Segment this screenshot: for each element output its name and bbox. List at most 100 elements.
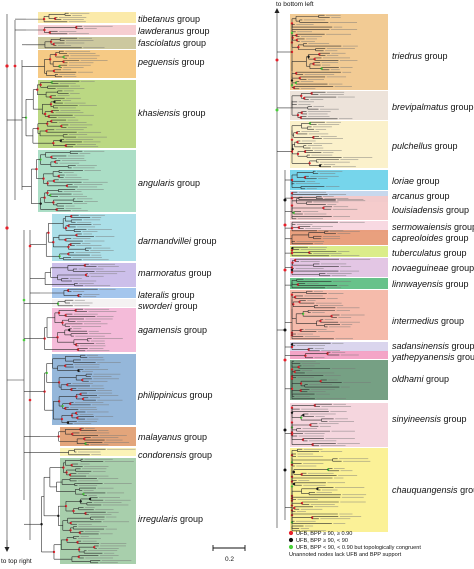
group-name: sinyineensis: [392, 414, 442, 424]
to-top-right-label: to top right: [1, 558, 32, 565]
left-group-label-agamensis: agamensis group: [138, 325, 207, 335]
left-support-node: [69, 521, 72, 525]
right-support-node: [283, 268, 287, 272]
right-support-node: [290, 421, 294, 424]
group-name: condorensis: [138, 450, 187, 460]
left-group-label-khasiensis: khasiensis group: [138, 108, 206, 118]
right-support-node: [283, 428, 287, 432]
group-name: pulchellus: [391, 141, 433, 151]
left-support-node: [28, 398, 32, 402]
right-group-label-linnwayensis: linnwayensis group: [392, 279, 469, 289]
group-name: triedrus: [392, 51, 423, 61]
group-name: irregularis: [138, 514, 178, 524]
legend-text-0: UFB, BPP ≥ 90, ≥ 0.90: [296, 531, 352, 537]
group-suffix: group: [449, 263, 474, 273]
left-support-node: [22, 298, 26, 302]
legend-text-2: UFB, BPP < 90, < 0.90 but topologically …: [296, 545, 421, 551]
group-suffix: group: [443, 233, 469, 243]
group-suffix: group: [180, 108, 206, 118]
group-name: tibetanus: [138, 14, 175, 24]
right-group-label-arcanus: arcanus group: [392, 191, 450, 201]
left-group-label-irregularis: irregularis group: [138, 514, 203, 524]
right-group-label-pulchellus: pulchellus group: [391, 141, 458, 151]
left-group-label-lateralis: lateralis group: [138, 290, 195, 300]
left-group-label-malayanus: malayanus group: [138, 432, 207, 442]
up-arrow-icon: [274, 8, 280, 13]
group-suffix: group: [432, 141, 458, 151]
group-name: brevipalmatus: [392, 102, 449, 112]
left-support-node: [66, 421, 70, 424]
right-support-node: [283, 468, 287, 472]
right-group-box-brevipalmatus: [290, 91, 388, 120]
right-group-box-capreoloides: [290, 230, 388, 245]
scale-bar-label: 0.2: [225, 556, 234, 563]
group-suffix: group: [448, 102, 474, 112]
group-suffix: group: [444, 205, 470, 215]
left-support-node: [79, 428, 82, 431]
group-suffix: group: [424, 374, 450, 384]
left-support-node: [64, 407, 67, 410]
group-name: angularis: [138, 178, 175, 188]
left-support-node: [64, 238, 67, 242]
right-group-box-chauquangensis: [290, 448, 388, 532]
right-group-box-novaeguineae: [290, 258, 388, 277]
right-support-node: [275, 58, 279, 62]
group-suffix: group: [184, 26, 210, 36]
group-suffix: group: [179, 57, 205, 67]
group-box-layer: [38, 12, 388, 564]
right-group-box-linnwayensis: [290, 278, 388, 289]
right-support-node: [290, 485, 294, 488]
left-group-box-fasciolatus: [38, 37, 136, 49]
down-arrow-icon: [4, 547, 10, 552]
right-group-label-triedrus: triedrus group: [392, 51, 448, 61]
group-name: marmoratus: [138, 268, 187, 278]
right-group-label-tuberculatus: tuberculatus group: [392, 248, 467, 258]
left-group-label-lawderanus: lawderanus group: [138, 26, 210, 36]
legend-dot-2: [288, 544, 294, 550]
right-group-box-sadansinensis: [290, 342, 388, 352]
right-group-box-pulchellus: [290, 121, 388, 168]
left-support-node: [74, 26, 78, 29]
right-group-label-novaeguineae: novaeguineae group: [392, 263, 474, 273]
group-suffix: group: [175, 178, 201, 188]
left-support-node: [69, 529, 72, 532]
right-group-box-triedrus: [290, 14, 388, 90]
right-group-label-sadansinensis: sadansinensis group: [392, 341, 474, 351]
left-group-box-sworderi: [52, 299, 136, 307]
group-name: novaeguineae: [392, 263, 449, 273]
group-suffix: group: [452, 222, 474, 232]
group-suffix: group: [191, 236, 217, 246]
group-name: lateralis: [138, 290, 170, 300]
to-bottom-left-label: to bottom left: [276, 1, 314, 8]
left-group-box-lateralis: [52, 288, 136, 298]
group-name: linnwayensis: [392, 279, 444, 289]
group-suffix: group: [422, 51, 448, 61]
left-support-node: [84, 442, 87, 445]
group-suffix: group: [441, 414, 467, 424]
group-name: lawderanus: [138, 26, 185, 36]
group-suffix: group: [443, 279, 469, 289]
group-name: sadansinensis: [392, 341, 450, 351]
group-name: sworderi: [138, 301, 173, 311]
group-suffix: group: [187, 390, 213, 400]
group-name: arcanus: [392, 191, 425, 201]
left-group-label-tibetanus: tibetanus group: [138, 14, 200, 24]
left-group-label-darmandvillei: darmandvillei group: [138, 236, 217, 246]
tree-layer: [4, 8, 373, 564]
group-name: chauquangensis: [392, 485, 458, 495]
right-support-node: [283, 223, 287, 227]
left-group-label-sworderi: sworderi group: [138, 301, 198, 311]
group-suffix: group: [186, 268, 212, 278]
right-group-label-oldhami: oldhami group: [392, 374, 449, 384]
right-support-node: [283, 358, 287, 362]
group-suffix: group: [455, 352, 474, 362]
left-support-node: [13, 64, 17, 68]
left-support-node: [5, 226, 9, 230]
left-support-node: [64, 144, 67, 147]
right-group-label-yathepyanensis: yathepyanensis group: [391, 352, 474, 362]
right-group-label-sinyineensis: sinyineensis group: [392, 414, 467, 424]
left-group-box-tibetanus: [38, 12, 136, 23]
right-group-label-louisiadensis: louisiadensis group: [392, 205, 469, 215]
left-support-node: [67, 245, 70, 249]
